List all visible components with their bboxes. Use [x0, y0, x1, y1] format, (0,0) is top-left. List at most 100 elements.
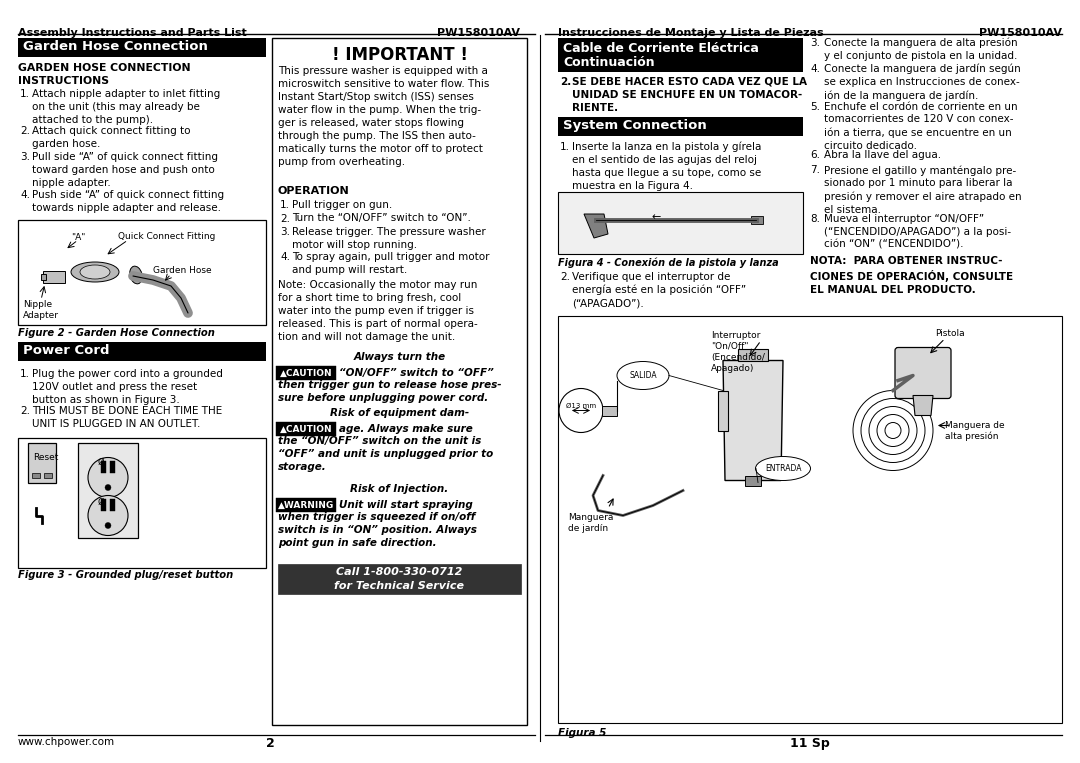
- Text: "A": "A": [71, 233, 85, 242]
- Bar: [276, 366, 336, 380]
- Bar: [276, 422, 336, 436]
- Text: 1.: 1.: [21, 89, 30, 99]
- Polygon shape: [718, 391, 728, 430]
- Text: Garden Hose: Garden Hose: [153, 266, 212, 275]
- Text: age. Always make sure: age. Always make sure: [339, 424, 473, 434]
- Text: Verifique que el interruptor de
energía esté en la posición “OFF”
(“APAGADO”).: Verifique que el interruptor de energía …: [572, 272, 746, 308]
- Text: Risk of equipment dam-: Risk of equipment dam-: [329, 408, 469, 418]
- Text: “ON/OFF” switch to “OFF”: “ON/OFF” switch to “OFF”: [339, 368, 494, 378]
- Ellipse shape: [80, 265, 110, 279]
- Text: This pressure washer is equipped with a
microswitch sensitive to water flow. Thi: This pressure washer is equipped with a …: [278, 66, 489, 167]
- Text: 3.: 3.: [810, 38, 820, 48]
- Text: Presione el gatillo y manténgalo pre-
sionado por 1 minuto para liberar la
presi: Presione el gatillo y manténgalo pre- si…: [824, 165, 1022, 214]
- Bar: [110, 498, 114, 510]
- Text: Enchufe el cordón de corriente en un
tomacorrientes de 120 V con conex-
ión a ti: Enchufe el cordón de corriente en un tom…: [824, 101, 1017, 150]
- Bar: [278, 564, 521, 594]
- Text: THIS MUST BE DONE EACH TIME THE
UNIT IS PLUGGED IN AN OUTLET.: THIS MUST BE DONE EACH TIME THE UNIT IS …: [32, 407, 222, 430]
- Text: Ø: Ø: [98, 497, 105, 507]
- Ellipse shape: [130, 266, 143, 284]
- Bar: [43, 271, 65, 283]
- Text: ▲CAUTION: ▲CAUTION: [280, 424, 333, 433]
- Text: 2.: 2.: [280, 214, 291, 224]
- Text: 4.: 4.: [280, 252, 291, 262]
- Text: Continuación: Continuación: [563, 56, 654, 69]
- Text: ENTRADA: ENTRADA: [765, 464, 801, 473]
- Text: Push side “A” of quick connect fitting
towards nipple adapter and release.: Push side “A” of quick connect fitting t…: [32, 190, 225, 213]
- Text: 4.: 4.: [21, 190, 30, 200]
- Bar: [41, 274, 46, 280]
- Text: when trigger is squeezed if on/off
switch is in “ON” position. Always
point gun : when trigger is squeezed if on/off switc…: [278, 512, 477, 548]
- Bar: [18, 220, 266, 325]
- Bar: [32, 472, 40, 478]
- Text: the “ON/OFF” switch on the unit is
“OFF” and unit is unplugged prior to
storage.: the “ON/OFF” switch on the unit is “OFF”…: [278, 436, 494, 472]
- Text: Mueva el interruptor “ON/OFF”
(“ENCENDIDO/APAGADO”) a la posi-
ción “ON” (“ENCEN: Mueva el interruptor “ON/OFF” (“ENCENDID…: [824, 214, 1011, 250]
- Circle shape: [87, 458, 129, 497]
- Text: Nipple
Adapter: Nipple Adapter: [23, 300, 59, 320]
- Bar: [738, 349, 768, 360]
- Text: 1.: 1.: [21, 369, 30, 379]
- Text: NOTA:  PARA OBTENER INSTRUC-
CIONES DE OPERACIÓN, CONSULTE
EL MANUAL DEL PRODUCT: NOTA: PARA OBTENER INSTRUC- CIONES DE OP…: [810, 256, 1013, 295]
- Text: Inserte la lanza en la pistola y gírela
en el sentido de las agujas del reloj
ha: Inserte la lanza en la pistola y gírela …: [572, 142, 761, 191]
- Text: Garden Hose Connection: Garden Hose Connection: [23, 40, 207, 53]
- Text: Interruptor
"On/Off"
(Encendido/
Apagado): Interruptor "On/Off" (Encendido/ Apagado…: [711, 330, 765, 373]
- Text: Always turn the: Always turn the: [353, 352, 446, 362]
- Text: To spray again, pull trigger and motor
and pump will restart.: To spray again, pull trigger and motor a…: [292, 252, 489, 275]
- Text: Reset: Reset: [33, 452, 58, 462]
- Bar: [272, 38, 527, 725]
- FancyBboxPatch shape: [895, 347, 951, 398]
- Text: 2.: 2.: [561, 272, 570, 282]
- Text: Quick Connect Fitting: Quick Connect Fitting: [118, 232, 215, 241]
- Text: System Connection: System Connection: [563, 119, 706, 132]
- Text: Attach nipple adapter to inlet fitting
on the unit (this may already be
attached: Attach nipple adapter to inlet fitting o…: [32, 89, 220, 124]
- Text: Ø: Ø: [98, 458, 105, 466]
- Text: Pull side “A” of quick connect fitting
toward garden hose and push onto
nipple a: Pull side “A” of quick connect fitting t…: [32, 153, 218, 188]
- Bar: [102, 461, 106, 472]
- Text: 8.: 8.: [810, 214, 820, 224]
- Text: Ø13 mm: Ø13 mm: [566, 403, 596, 408]
- Text: Call 1-800-330-0712
for Technical Service: Call 1-800-330-0712 for Technical Servic…: [335, 568, 464, 591]
- Text: Cable de Corriente Eléctrica: Cable de Corriente Eléctrica: [563, 42, 759, 55]
- Text: OPERATION: OPERATION: [278, 186, 350, 196]
- Text: 6.: 6.: [810, 150, 820, 160]
- Text: 3.: 3.: [21, 153, 30, 163]
- Bar: [745, 475, 761, 485]
- Bar: [44, 472, 52, 478]
- Bar: [28, 443, 56, 482]
- Text: Pistola: Pistola: [935, 329, 964, 337]
- Text: Assembly Instructions and Parts List: Assembly Instructions and Parts List: [18, 28, 246, 38]
- Bar: [558, 38, 804, 72]
- Text: SE DEBE HACER ESTO CADA VEZ QUE LA
UNIDAD SE ENCHUFE EN UN TOMACOR-
RIENTE.: SE DEBE HACER ESTO CADA VEZ QUE LA UNIDA…: [572, 77, 807, 113]
- Text: Unit will start spraying: Unit will start spraying: [339, 500, 473, 510]
- Circle shape: [105, 523, 111, 529]
- Circle shape: [87, 495, 129, 536]
- Text: 1.: 1.: [280, 200, 291, 210]
- Text: www.chpower.com: www.chpower.com: [18, 737, 116, 747]
- Text: 5.: 5.: [810, 101, 820, 111]
- Text: Conecte la manguera de jardín según
se explica en Instrucciones de conex-
ión de: Conecte la manguera de jardín según se e…: [824, 64, 1021, 101]
- Text: Plug the power cord into a grounded
120V outlet and press the reset
button as sh: Plug the power cord into a grounded 120V…: [32, 369, 222, 404]
- Ellipse shape: [71, 262, 119, 282]
- Text: Figure 3 - Grounded plug/reset button: Figure 3 - Grounded plug/reset button: [18, 571, 233, 581]
- Text: Manguera de
alta presión: Manguera de alta presión: [945, 420, 1004, 441]
- Text: ▲WARNING: ▲WARNING: [278, 501, 334, 510]
- Text: Note: Occasionally the motor may run
for a short time to bring fresh, cool
water: Note: Occasionally the motor may run for…: [278, 280, 477, 342]
- Bar: [18, 342, 266, 361]
- Text: Abra la llave del agua.: Abra la llave del agua.: [824, 150, 941, 160]
- Text: PW158010AV: PW158010AV: [978, 28, 1062, 38]
- Polygon shape: [584, 214, 608, 238]
- Text: Figura 4 - Conexión de la pistola y lanza: Figura 4 - Conexión de la pistola y lanz…: [558, 257, 779, 268]
- Bar: [558, 117, 804, 136]
- Bar: [18, 38, 266, 57]
- Bar: [110, 461, 114, 472]
- Text: Attach quick connect fitting to
garden hose.: Attach quick connect fitting to garden h…: [32, 127, 190, 150]
- Text: 11 Sp: 11 Sp: [791, 737, 829, 750]
- Text: Figure 2 - Garden Hose Connection: Figure 2 - Garden Hose Connection: [18, 328, 215, 338]
- Polygon shape: [723, 360, 783, 481]
- Text: 7.: 7.: [810, 165, 820, 175]
- Ellipse shape: [756, 456, 810, 481]
- Text: 2.: 2.: [21, 127, 30, 137]
- Text: 2.: 2.: [21, 407, 30, 417]
- Text: Risk of Injection.: Risk of Injection.: [350, 484, 448, 494]
- Text: Figura 5: Figura 5: [558, 728, 606, 738]
- Text: Instrucciones de Montaje y Lista de Piezas: Instrucciones de Montaje y Lista de Piez…: [558, 28, 824, 38]
